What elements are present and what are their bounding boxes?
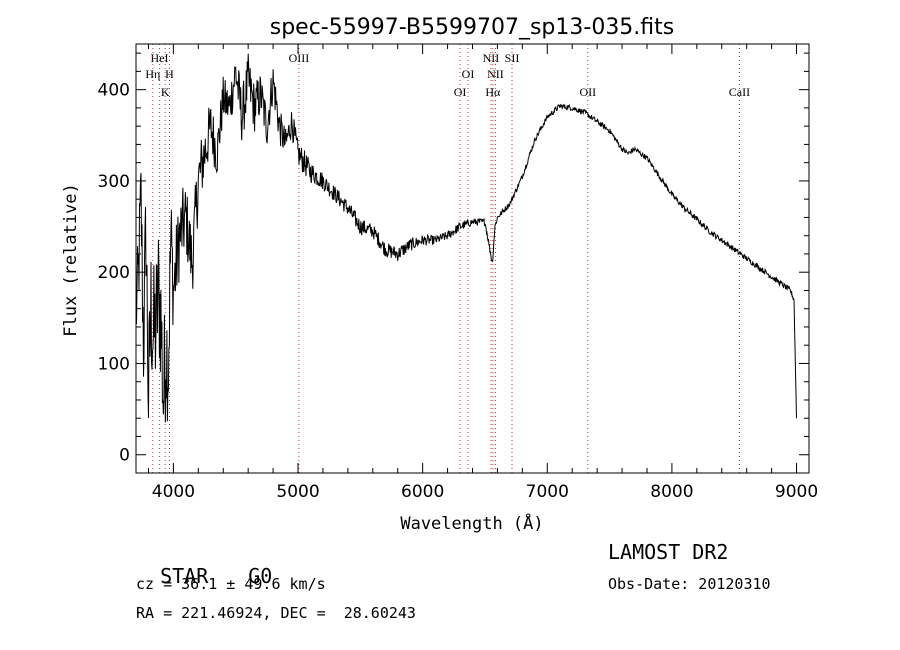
x-tick-label: 7000 xyxy=(526,482,569,502)
spectral-line-label: K xyxy=(161,85,170,99)
x-axis-label: Wavelength (Å) xyxy=(400,512,543,534)
plot-frame xyxy=(135,43,810,474)
spectral-line-label: NII xyxy=(487,67,504,81)
x-tick-label: 5000 xyxy=(276,482,319,502)
y-tick-label: 0 xyxy=(119,446,130,466)
spectral-line-label: OII xyxy=(579,85,596,99)
y-tick-label: 200 xyxy=(98,263,130,283)
spectral-line-label: H xyxy=(165,67,174,81)
y-tick-label: 400 xyxy=(98,81,130,101)
spectral-line-label: OI xyxy=(462,67,475,81)
chart-title: spec-55997-B5599707_sp13-035.fits xyxy=(270,15,675,40)
spectral-line-label: Hα xyxy=(485,85,501,99)
coordinates: RA = 221.46924, DEC = 28.60243 xyxy=(136,604,416,622)
spectral-line-label: SII xyxy=(505,51,520,65)
x-tick-label: 6000 xyxy=(401,482,444,502)
spectral-line-label: CaII xyxy=(729,85,750,99)
x-tick-label: 9000 xyxy=(775,482,818,502)
y-axis-label: Flux (relative) xyxy=(61,183,81,337)
y-tick-label: 100 xyxy=(98,354,130,374)
spectral-line-label: Hη xyxy=(145,67,160,81)
obs-date: Obs-Date: 20120310 xyxy=(608,575,771,593)
spectral-line-label: HeI xyxy=(151,51,169,65)
spectral-line-label: OI xyxy=(454,85,467,99)
spectral-subclass: G0 xyxy=(248,564,273,588)
x-tick-label: 4000 xyxy=(152,482,195,502)
x-tick-label: 8000 xyxy=(650,482,693,502)
spectral-line-label: OIII xyxy=(289,51,310,65)
y-tick-label: 300 xyxy=(98,172,130,192)
info-class: STAR G0 xyxy=(136,540,272,588)
spectrum-line xyxy=(135,53,797,423)
redshift-text: cz = 36.1 ± 49.6 km/s xyxy=(136,575,326,593)
spectral-line-label: NII xyxy=(483,51,500,65)
survey-name: LAMOST DR2 xyxy=(608,540,729,564)
star-class: STAR xyxy=(160,564,209,588)
